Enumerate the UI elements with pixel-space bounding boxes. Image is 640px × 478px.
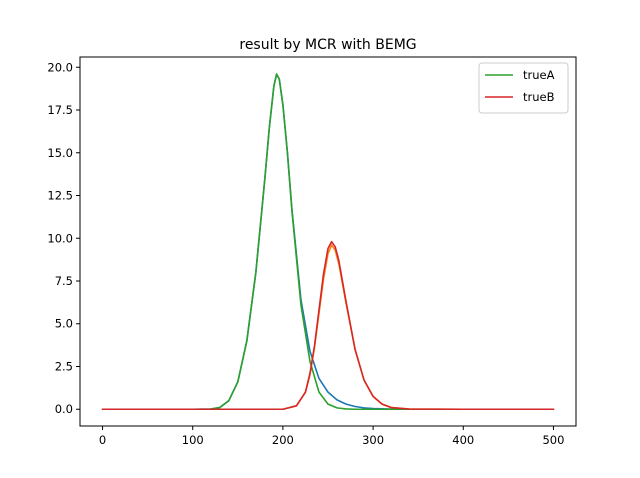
y-tick-label: 10.0 (47, 231, 73, 245)
chart-title: result by MCR with BEMG (239, 37, 416, 53)
x-tick-label: 0 (99, 433, 106, 447)
series-line-4 (101, 240, 555, 411)
legend: trueA trueB (478, 62, 569, 114)
y-tick-label: 7.5 (55, 274, 73, 288)
x-axis-ticks: 0 100 200 300 400 500 (99, 426, 564, 447)
y-tick-label: 20.0 (47, 60, 73, 74)
y-tick-label: 15.0 (47, 146, 73, 160)
legend-label: trueB (523, 90, 555, 104)
x-tick-label: 300 (362, 433, 384, 447)
x-tick-label: 400 (452, 433, 474, 447)
x-tick-label: 200 (272, 433, 294, 447)
x-tick-label: 500 (542, 433, 564, 447)
y-tick-label: 2.5 (55, 359, 73, 373)
series-line-3 (101, 73, 555, 411)
y-tick-label: 17.5 (47, 103, 73, 117)
y-tick-label: 12.5 (47, 189, 73, 203)
y-tick-label: 0.0 (55, 402, 73, 416)
y-axis-ticks: 0.0 2.5 5.0 7.5 10.0 12.5 15.0 17.5 20.0 (47, 60, 80, 416)
y-tick-label: 5.0 (55, 317, 73, 331)
legend-label: trueA (523, 68, 555, 82)
x-tick-label: 100 (182, 433, 204, 447)
series-layer (101, 73, 555, 411)
plot-area-frame (79, 56, 577, 427)
